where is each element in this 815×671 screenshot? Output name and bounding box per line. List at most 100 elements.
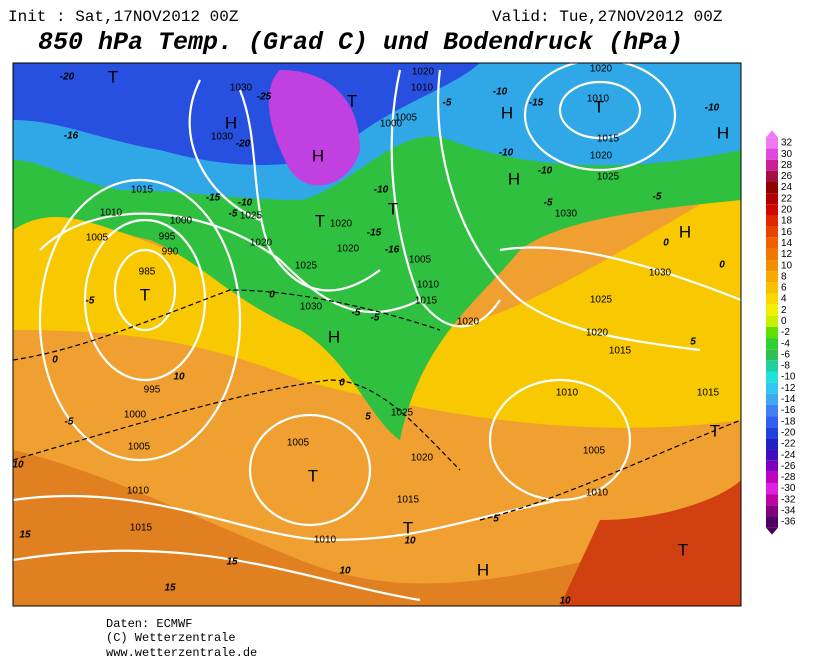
- colorbar-band: [766, 416, 778, 428]
- temperature-label: 10: [339, 566, 351, 577]
- isobar-label: 1010: [417, 280, 440, 291]
- colorbar-band: [766, 471, 778, 483]
- colorbar-end: [766, 527, 778, 535]
- pressure-center: H: [225, 113, 237, 132]
- valid-time: Valid: Tue,27NOV2012 00Z: [492, 8, 723, 26]
- pressure-center: T: [347, 91, 357, 110]
- isobar-label: 1030: [300, 302, 323, 313]
- isobar-label: 1025: [391, 408, 414, 419]
- temperature-label: -5: [229, 209, 238, 220]
- colorbar-tick-label: -8: [781, 361, 790, 372]
- temperature-label: -10: [238, 198, 253, 209]
- colorbar-tick-label: -36: [781, 517, 796, 528]
- colorbar-tick-label: 30: [781, 149, 793, 160]
- colorbar-tick-label: -12: [781, 383, 796, 394]
- map-labels: 1030103010251020101510101005100099599098…: [12, 64, 729, 607]
- isobar-label: 1025: [295, 261, 318, 272]
- init-time: Init : Sat,17NOV2012 00Z: [8, 8, 239, 26]
- temperature-label: -5: [352, 308, 361, 319]
- colorbar-tick-label: -30: [781, 483, 796, 494]
- colorbar-tick-label: -6: [781, 349, 790, 360]
- pressure-center: T: [594, 97, 604, 116]
- colorbar-band: [766, 482, 778, 495]
- colorbar-tick-label: 32: [781, 138, 793, 149]
- isobar-label: 1010: [587, 94, 610, 105]
- temperature-label: -20: [60, 72, 75, 83]
- temperature-label: 0: [663, 238, 669, 249]
- colorbar: 32302826242220181614121086420-2-4-6-8-10…: [766, 130, 796, 535]
- temperature-label: 10: [12, 460, 24, 471]
- colorbar-band: [766, 159, 778, 171]
- colorbar-tick-label: 10: [781, 260, 793, 271]
- colorbar-band: [766, 170, 778, 183]
- pressure-center: H: [679, 222, 691, 241]
- isobar-label: 1020: [337, 244, 360, 255]
- isobar-label: 1020: [411, 453, 434, 464]
- colorbar-tick-label: 26: [781, 171, 793, 182]
- colorbar-band: [766, 193, 778, 205]
- colorbar-end: [766, 130, 778, 138]
- colorbar-tick-label: 24: [781, 182, 793, 193]
- temperature-label: -15: [206, 193, 221, 204]
- pressure-center: T: [678, 540, 688, 559]
- pressure-center: T: [308, 466, 318, 485]
- temperature-label: 15: [19, 530, 31, 541]
- colorbar-tick-label: 4: [781, 294, 787, 305]
- colorbar-band: [766, 382, 778, 394]
- isobar-label: 1010: [127, 486, 150, 497]
- temperature-label: -25: [257, 92, 272, 103]
- colorbar-tick-label: 6: [781, 283, 787, 294]
- isobar-label: 1005: [86, 233, 109, 244]
- colorbar-tick-label: 22: [781, 193, 793, 204]
- isobar-label: 1000: [380, 119, 403, 130]
- colorbar-tick-label: -4: [781, 338, 790, 349]
- pressure-center: H: [477, 560, 489, 579]
- isobar-label: 1020: [457, 317, 480, 328]
- temperature-label: -10: [499, 148, 514, 159]
- colorbar-band: [766, 282, 778, 294]
- colorbar-band: [766, 494, 778, 506]
- colorbar-tick-label: -2: [781, 327, 790, 338]
- colorbar-band: [766, 293, 778, 305]
- temperature-label: -5: [65, 417, 74, 428]
- pressure-center: T: [108, 67, 118, 86]
- pressure-center: H: [717, 123, 729, 142]
- colorbar-band: [766, 148, 778, 160]
- copyright: (C) Wetterzentrale: [106, 631, 236, 645]
- colorbar-band: [766, 404, 778, 417]
- colorbar-tick-label: -20: [781, 427, 796, 438]
- isobar-label: 1010: [586, 488, 609, 499]
- temperature-label: 0: [269, 290, 275, 301]
- isobar-label: 1005: [583, 446, 606, 457]
- colorbar-tick-label: -16: [781, 405, 796, 416]
- isobar-label: 1000: [124, 410, 147, 421]
- colorbar-band: [766, 215, 778, 227]
- colorbar-band: [766, 204, 778, 216]
- temperature-label: 15: [226, 557, 238, 568]
- colorbar-tick-label: -10: [781, 372, 796, 383]
- isobar-label: 1030: [555, 209, 578, 220]
- temperature-label: -5: [544, 198, 553, 209]
- pressure-center: T: [315, 211, 325, 230]
- colorbar-band: [766, 315, 778, 327]
- colorbar-tick-label: 12: [781, 249, 793, 260]
- isobar-label: 1020: [330, 219, 353, 230]
- isobar-label: 1010: [100, 208, 123, 219]
- isobar-label: 1010: [314, 535, 337, 546]
- colorbar-band: [766, 460, 778, 472]
- colorbar-band: [766, 338, 778, 350]
- temperature-label: 0: [339, 378, 345, 389]
- isobar-label: 1020: [412, 67, 435, 78]
- temperature-label: -5: [653, 192, 662, 203]
- pressure-center: H: [328, 327, 340, 346]
- isobar-label: 1005: [128, 442, 151, 453]
- colorbar-tick-label: -24: [781, 450, 796, 461]
- colorbar-tick-label: 0: [781, 316, 787, 327]
- colorbar-band: [766, 260, 778, 272]
- colorbar-band: [766, 449, 778, 461]
- colorbar-band: [766, 516, 778, 528]
- isobar-label: 985: [139, 267, 156, 278]
- temperature-label: -16: [385, 245, 400, 256]
- colorbar-tick-label: -34: [781, 505, 796, 516]
